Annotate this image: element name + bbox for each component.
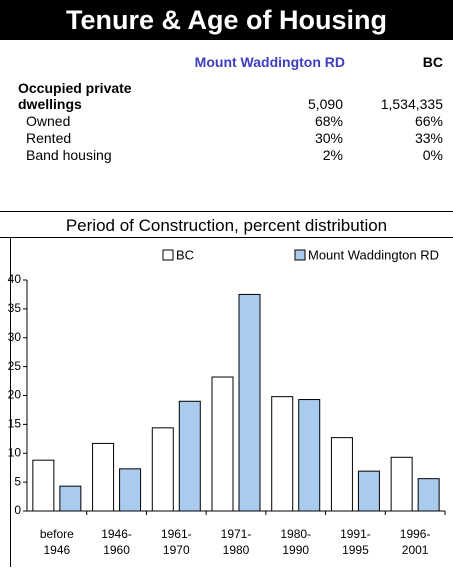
legend-swatch: [162, 249, 174, 261]
row-label: Owned: [26, 113, 71, 129]
bar: [178, 400, 201, 512]
cell: 66%: [414, 113, 443, 129]
y-tick-label: 40: [8, 272, 22, 286]
x-tick-label: 1946-1960: [101, 527, 132, 557]
column-header: Mount Waddington RD: [194, 54, 345, 70]
bar: [151, 427, 174, 512]
bar: [390, 456, 413, 512]
y-tick-label: 25: [8, 359, 22, 373]
cell: 33%: [414, 130, 443, 146]
divider: [0, 211, 453, 212]
y-tick-label: 5: [14, 474, 21, 488]
divider: [0, 237, 453, 238]
cell: 30%: [314, 130, 343, 146]
y-tick-label: 30: [8, 330, 22, 344]
bar: [211, 376, 234, 512]
bar: [330, 437, 353, 512]
y-tick-label: 20: [8, 388, 22, 402]
legend-swatch: [294, 249, 306, 261]
x-tick-label: 1961-1970: [160, 527, 192, 557]
y-tick-label: 35: [8, 301, 22, 315]
legend-label: Mount Waddington RD: [308, 247, 439, 262]
bar: [298, 399, 321, 512]
y-tick-label: 0: [14, 503, 21, 517]
legend-label: BC: [176, 247, 194, 262]
bar: [32, 459, 55, 512]
frame: [10, 237, 11, 567]
y-tick-label: 10: [8, 445, 22, 459]
x-tick-label: 1980-1990: [280, 527, 312, 557]
x-tick-label: 1996-2001: [399, 527, 431, 557]
bar: [92, 442, 115, 512]
x-tick-label: 1971-1980: [220, 527, 252, 557]
bar: [271, 396, 294, 512]
chart-title: Period of Construction, percent distribu…: [65, 216, 388, 235]
column-header: BC: [422, 54, 443, 70]
y-tick-label: 15: [8, 417, 22, 431]
x-tick-label: 1991-1995: [340, 527, 371, 557]
bar: [417, 478, 440, 512]
cell: 68%: [314, 113, 343, 129]
bar: [119, 468, 142, 512]
cell: 5,090: [307, 96, 343, 112]
bar: [238, 293, 261, 512]
row-label: Rented: [26, 130, 72, 146]
title: Tenure & Age of Housing: [0, 0, 453, 40]
row-label: Occupied private dwellings: [18, 80, 132, 112]
cell: 2%: [322, 147, 343, 163]
x-tick-label: before 1946: [39, 527, 74, 557]
cell: 0%: [422, 147, 443, 163]
bar: [59, 485, 82, 512]
row-label: Band housing: [26, 147, 112, 163]
bar: [357, 470, 380, 512]
cell: 1,534,335: [380, 96, 443, 112]
